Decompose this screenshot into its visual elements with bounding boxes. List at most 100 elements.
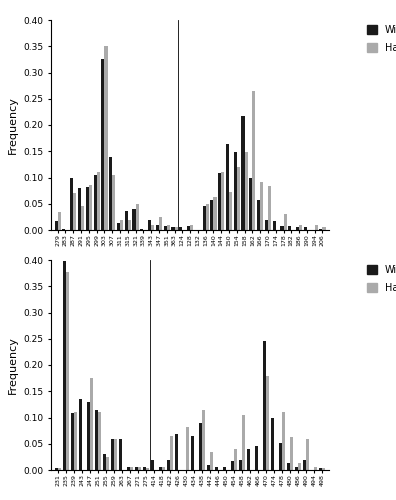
Bar [135,468,138,470]
Bar [79,399,82,470]
Bar [229,192,232,230]
Bar [239,460,242,470]
Bar [90,378,93,470]
Bar [304,228,307,230]
Bar [226,144,229,230]
Bar [263,342,266,470]
Bar [322,468,326,470]
Bar [58,212,61,230]
Bar [117,223,120,230]
Y-axis label: Frequency: Frequency [8,336,18,394]
Bar [146,468,149,470]
Bar [223,468,226,470]
Bar [234,152,237,230]
Bar [231,461,234,470]
Bar [105,46,108,230]
Bar [206,204,209,230]
Bar [299,225,302,230]
Bar [202,206,206,230]
Bar [175,434,178,470]
Bar [260,182,263,230]
Bar [210,452,213,470]
Bar [128,220,131,230]
Bar [296,228,299,230]
Bar [298,463,301,470]
Bar [148,220,151,230]
Bar [249,178,252,230]
Bar [315,225,318,230]
Bar [295,468,298,470]
Bar [125,210,128,230]
Bar [164,226,167,230]
Bar [207,465,210,470]
Bar [89,186,92,230]
Bar [58,468,61,470]
Text: C59: C59 [105,269,127,279]
Bar [55,468,58,470]
Bar [245,152,248,230]
Bar [287,463,290,470]
Bar [135,204,139,230]
Bar [140,229,143,230]
Bar [74,412,77,470]
Bar [130,468,133,470]
Bar [266,376,269,470]
Bar [159,468,162,470]
Bar [70,178,73,230]
Legend: Wild, Hatchery: Wild, Hatchery [367,25,396,52]
Bar [284,214,287,230]
Bar [132,209,135,230]
Bar [265,220,268,230]
Bar [170,436,173,470]
Bar [215,468,218,470]
Bar [282,412,286,470]
Bar [111,438,114,470]
Bar [271,418,274,470]
Bar [167,460,170,470]
Bar [237,167,240,230]
Bar [187,226,190,230]
Bar [81,206,84,230]
Bar [257,200,260,230]
Bar [151,225,154,230]
Bar [210,200,213,230]
Bar [186,427,189,470]
Bar [119,438,122,470]
Bar [159,217,162,230]
Bar [288,226,291,230]
Bar [97,172,100,230]
Bar [199,423,202,470]
Bar [306,438,309,470]
Bar [114,438,117,470]
Bar [319,229,322,230]
Bar [138,468,141,470]
Bar [252,91,255,230]
Bar [202,410,205,470]
Bar [127,468,130,470]
Y-axis label: Frequency: Frequency [8,96,18,154]
Bar [78,188,81,230]
Bar [71,414,74,470]
Bar [55,221,58,230]
Bar [171,228,175,230]
Bar [279,442,282,470]
Bar [268,186,271,230]
Legend: Wild, Hatchery: Wild, Hatchery [367,265,396,292]
Bar [66,272,69,470]
Bar [63,229,65,230]
Bar [218,174,221,230]
Bar [63,261,66,470]
Bar [87,402,90,470]
Bar [247,449,250,470]
Bar [255,446,258,470]
Bar [234,449,237,470]
Bar [95,410,98,470]
Bar [106,457,109,470]
Bar [86,187,89,230]
Bar [162,468,165,470]
Bar [319,468,322,470]
Bar [175,228,178,230]
Bar [98,412,101,470]
Bar [101,60,105,230]
Bar [213,198,217,230]
